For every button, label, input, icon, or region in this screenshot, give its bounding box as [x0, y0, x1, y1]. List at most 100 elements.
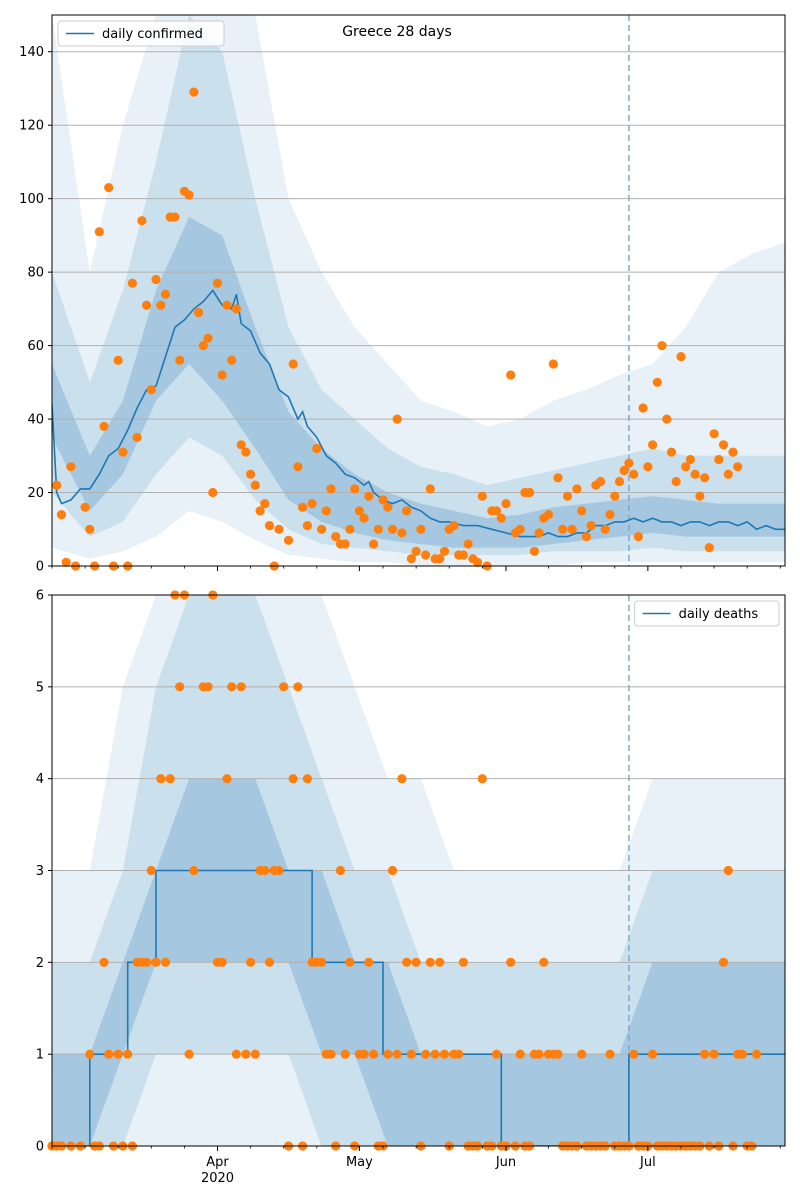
observed-point: [364, 957, 374, 967]
observed-point: [477, 774, 487, 784]
observed-point: [222, 774, 232, 784]
observed-point: [648, 1049, 658, 1059]
y-tick-label: 140: [19, 45, 44, 60]
observed-point: [454, 1049, 464, 1059]
observed-point: [146, 385, 156, 395]
observed-point: [752, 1049, 762, 1059]
y-tick-label: 0: [36, 560, 44, 575]
observed-point: [345, 524, 355, 534]
observed-point: [657, 341, 667, 351]
observed-point: [638, 403, 648, 413]
observed-point: [425, 957, 435, 967]
observed-point: [359, 513, 369, 523]
observed-point: [326, 484, 336, 494]
observed-point: [425, 484, 435, 494]
observed-point: [307, 499, 317, 509]
observed-point: [406, 1049, 416, 1059]
observed-point: [250, 480, 260, 490]
observed-point: [241, 447, 251, 457]
observed-point: [160, 289, 171, 299]
observed-point: [132, 432, 142, 442]
observed-point: [113, 355, 123, 365]
observed-point: [501, 499, 511, 509]
legend: daily deaths: [634, 600, 780, 627]
observed-point: [354, 506, 364, 516]
observed-point: [184, 1049, 194, 1059]
observed-point: [321, 506, 331, 516]
observed-point: [652, 377, 662, 387]
observed-point: [718, 440, 729, 450]
observed-point: [246, 469, 256, 479]
observed-point: [170, 212, 180, 222]
observed-point: [605, 1049, 615, 1059]
observed-point: [217, 370, 227, 380]
observed-point: [293, 462, 303, 472]
observed-point: [236, 682, 246, 692]
observed-point: [392, 414, 402, 424]
observed-point: [506, 957, 516, 967]
axes-frame: [51, 594, 786, 1147]
y-tick-label: 4: [36, 772, 44, 787]
y-tick-label: 60: [27, 339, 44, 354]
observed-point: [515, 1049, 525, 1059]
observed-point: [326, 1049, 336, 1059]
observed-point: [146, 865, 156, 876]
x-tick-label: May: [346, 1155, 373, 1170]
observed-point: [118, 447, 128, 457]
observed-point: [539, 957, 549, 967]
observed-point: [449, 521, 459, 531]
deaths-panel: 0 1 2 3 4 5 6 daily deaths: [36, 589, 786, 1155]
observed-point: [203, 333, 213, 343]
observed-point: [676, 352, 686, 362]
observed-point: [685, 454, 696, 465]
observed-point: [402, 506, 412, 516]
y-tick-label: 5: [36, 680, 44, 695]
observed-point: [614, 476, 625, 487]
observed-point: [99, 957, 109, 967]
observed-point: [411, 957, 421, 967]
observed-point: [236, 440, 246, 450]
observed-point: [558, 524, 568, 534]
uncertainty-band-3: [52, 15, 785, 566]
observed-point: [416, 524, 426, 534]
x-tick-label: Apr: [206, 1155, 229, 1170]
observed-point: [430, 1049, 440, 1059]
observed-point: [369, 1049, 379, 1059]
observed-point: [241, 1049, 251, 1059]
observed-point: [165, 774, 175, 784]
observed-point: [553, 473, 563, 483]
observed-point: [397, 528, 407, 538]
observed-point: [387, 524, 398, 534]
observed-point: [260, 499, 270, 509]
observed-point: [340, 539, 350, 549]
observed-point: [137, 216, 147, 226]
observed-point: [662, 414, 672, 424]
observed-point: [298, 502, 308, 512]
observed-point: [66, 462, 76, 472]
observed-point: [610, 491, 620, 501]
y-tick-label: 20: [27, 486, 44, 501]
uncertainty-band-2: [52, 595, 785, 1146]
observed-point: [383, 1049, 393, 1059]
observed-point: [723, 469, 733, 479]
figure-title: Greece 28 days: [342, 24, 452, 40]
observed-point: [288, 774, 298, 784]
observed-point: [406, 554, 416, 564]
observed-point: [718, 957, 729, 967]
observed-point: [151, 957, 161, 967]
observed-point: [723, 865, 733, 876]
observed-point: [562, 491, 573, 501]
observed-point: [491, 506, 502, 516]
observed-point: [737, 1049, 748, 1059]
x-tick-sublabel: 2020: [201, 1171, 234, 1186]
observed-point: [364, 491, 374, 501]
observed-point: [52, 480, 62, 490]
observed-point: [477, 491, 487, 501]
legend: daily confirmed: [57, 20, 225, 47]
observed-point: [690, 469, 700, 479]
observed-point: [227, 355, 237, 365]
observed-point: [113, 1049, 123, 1059]
observed-point: [203, 682, 213, 692]
observed-point: [397, 774, 407, 784]
